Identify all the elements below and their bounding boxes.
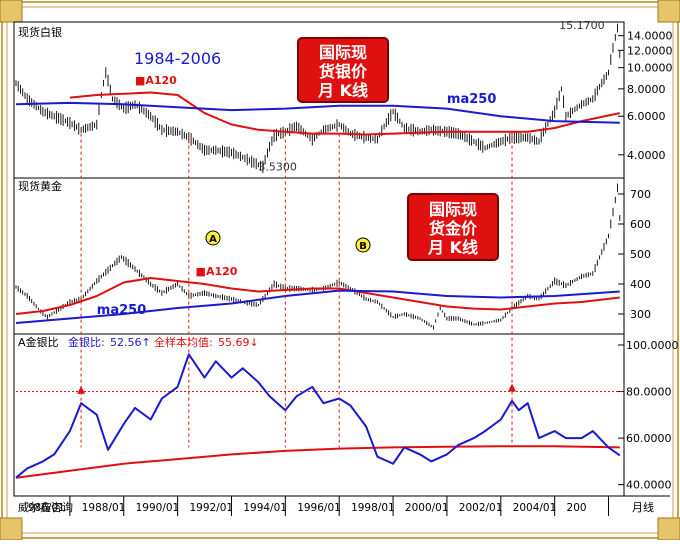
marker-a: A [205, 230, 221, 246]
x-tick-label: 1992/01 [189, 502, 233, 514]
gold-ma250-line [15, 289, 620, 324]
x-tick-label: 1998/01 [351, 502, 395, 514]
silver-info-box: 国际现 货银价 月 K线 [297, 37, 389, 103]
x-tick-label: 200 [567, 502, 587, 514]
x-tick-label: 2004/01 [513, 502, 557, 514]
gold-y-tick-label: 400 [630, 278, 651, 291]
silver-ma120-label: ■A120 [135, 74, 177, 87]
marker-b-label: B [359, 241, 367, 252]
gold-panel-label: 现货黄金 [18, 179, 62, 193]
silver-box-line1: 国际现 [319, 43, 367, 62]
silver-price-bars [15, 23, 621, 173]
x-tick-label: 1990/01 [136, 502, 180, 514]
ratio-y-tick-label: 40.0000 [626, 479, 672, 492]
gold-box-line1: 国际现 [429, 200, 477, 219]
silver-ma250-line [15, 101, 620, 124]
silver-low-annotation: 3.5300 [258, 161, 297, 174]
ratio-y-tick-label: 100.0000 [626, 339, 679, 352]
marker-a-label: A [209, 234, 217, 245]
silver-period-title: 1984-2006 [134, 49, 221, 68]
gold-box-line3: 月 K线 [427, 238, 478, 257]
peak-arrow [508, 383, 517, 392]
peak-arrow [77, 385, 86, 394]
ratio-mean-label: 全样本均值: [154, 335, 213, 349]
gold-y-tick-label: 500 [630, 248, 651, 261]
ratio-mean-line [15, 445, 620, 479]
gold-ma120-label: ■A120 [196, 265, 238, 278]
silver-box-line2: 货银价 [319, 62, 368, 81]
gold-info-box: 国际现 货金价 月 K线 [407, 193, 499, 261]
silver-y-tick-label: 6.0000 [627, 110, 666, 123]
silver-y-tick-label: 12.0000 [627, 44, 673, 57]
silver-y-tick-label: 10.0000 [627, 62, 673, 75]
ratio-y-tick-label: 60.0000 [626, 432, 672, 445]
marker-b: B [355, 237, 371, 253]
x-tick-label: 2002/01 [459, 502, 503, 514]
x-axis-suffix: 月线 [632, 500, 654, 514]
silver-panel-label: 现货白银 [18, 25, 62, 39]
ratio-header-label: 金银比: [68, 335, 105, 349]
silver-box-line3: 月 K线 [317, 81, 368, 100]
source-label: 威尔鑫咨询 [18, 500, 73, 514]
silver-high-annotation: 15.1700 [559, 19, 605, 32]
ratio-line [15, 353, 621, 479]
x-tick-label: 986/01 [28, 502, 65, 514]
gold-y-tick-label: 300 [630, 308, 651, 321]
silver-ma250-label: ma250 [447, 92, 496, 107]
ratio-header-name: A金银比 [18, 335, 59, 349]
gold-y-tick-label: 600 [630, 218, 651, 231]
silver-y-tick-label: 4.0000 [627, 149, 666, 162]
ratio-mean-value: 55.69↓ [218, 336, 259, 349]
x-tick-label: 2000/01 [405, 502, 449, 514]
x-tick-label: 1996/01 [297, 502, 341, 514]
gold-y-tick-label: 700 [630, 188, 651, 201]
gold-box-line2: 货金价 [429, 219, 478, 238]
ratio-header-value: 52.56↑ [110, 336, 151, 349]
gold-ma250-label: ma250 [97, 303, 146, 318]
silver-y-tick-label: 14.0000 [627, 30, 673, 43]
silver-y-tick-label: 8.0000 [627, 83, 666, 96]
ratio-y-tick-label: 80.0000 [626, 386, 672, 399]
x-tick-label: 1988/01 [82, 502, 126, 514]
x-tick-label: 1994/01 [243, 502, 287, 514]
gold-ma120-line [15, 277, 620, 315]
